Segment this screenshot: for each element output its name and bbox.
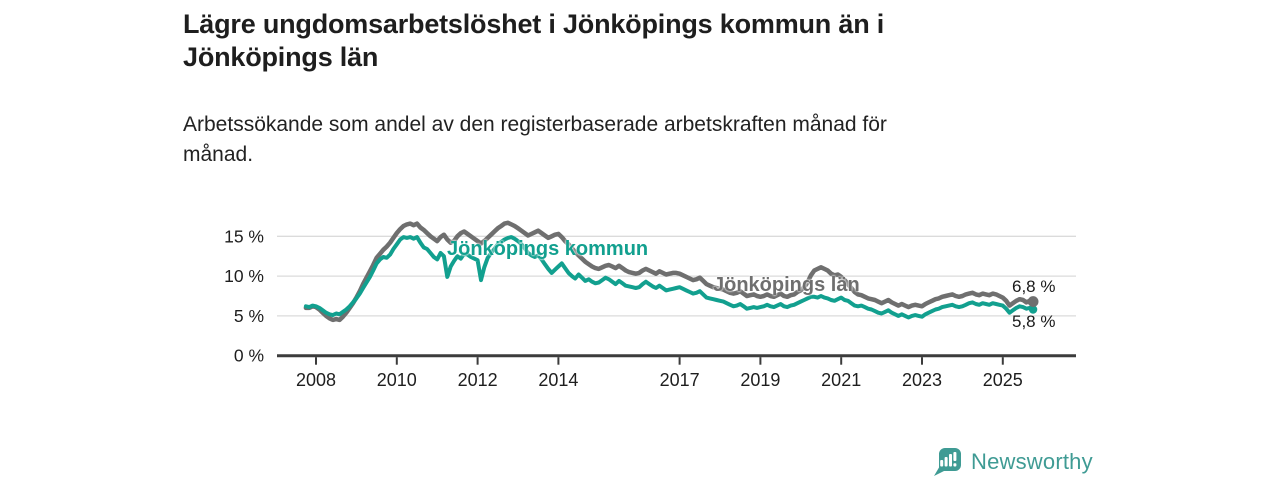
x-tick-label-2025: 2025 (983, 370, 1023, 390)
subtitle-line-1: Arbetssökande som andel av den registerb… (183, 113, 887, 136)
series-line-lan (303, 220, 1036, 323)
x-tick-label-2017: 2017 (660, 370, 700, 390)
brand-name: Newsworthy (971, 448, 1093, 474)
series-line-kommun (303, 235, 1036, 320)
series-label-lan: Jönköpings län (713, 274, 860, 296)
newsworthy-logo: Newsworthy (933, 447, 1093, 476)
x-tick-label-2019: 2019 (740, 370, 780, 390)
series-label-kommun: Jönköpings kommun (447, 238, 649, 260)
y-tick-label-15: 15 % (224, 226, 264, 246)
x-tick-label-2021: 2021 (821, 370, 861, 390)
page-title-line-1: Lägre ungdomsarbetslöshet i Jönköpings k… (183, 9, 885, 39)
logo-bar-2 (944, 457, 948, 467)
page-title-line-2: Jönköpings län (183, 42, 379, 72)
end-value-label-lan: 6,8 % (1012, 277, 1056, 296)
end-dot-lan (1027, 296, 1039, 307)
y-tick-label-0: 0 % (234, 346, 264, 366)
logo-exclamation-dot (953, 463, 957, 467)
logo-bar-1 (940, 460, 944, 467)
end-value-label-kommun: 5,8 % (1012, 312, 1056, 331)
newsworthy-chart-bubble-icon (934, 448, 961, 476)
x-tick-label-2008: 2008 (296, 370, 336, 390)
y-tick-label-5: 5 % (234, 306, 264, 326)
y-tick-label-10: 10 % (224, 266, 264, 286)
x-tick-label-2023: 2023 (902, 370, 942, 390)
x-tick-label-2010: 2010 (377, 370, 417, 390)
logo-bar-3 (949, 454, 952, 467)
x-tick-label-2014: 2014 (538, 370, 578, 390)
subtitle-line-2: månad. (183, 143, 254, 166)
x-tick-label-2012: 2012 (458, 370, 498, 390)
logo-exclamation-bar (953, 452, 957, 461)
end-dot-kommun (1028, 305, 1038, 314)
